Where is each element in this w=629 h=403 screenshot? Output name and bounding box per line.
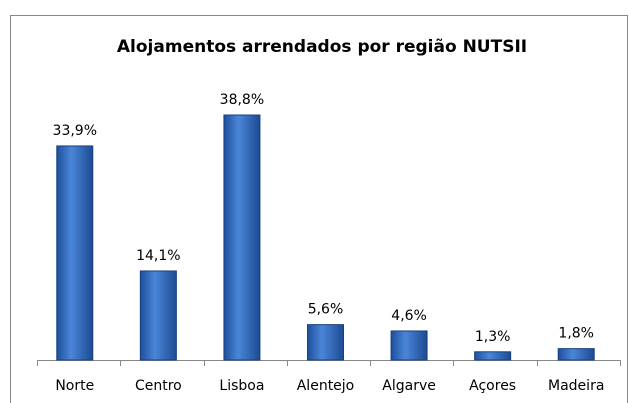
- x-tick-label: Centro: [135, 378, 182, 394]
- x-tick-label: Alentejo: [297, 378, 355, 394]
- data-label: 33,9%: [53, 123, 97, 139]
- chart-title: Alojamentos arrendados por região NUTSII: [117, 37, 527, 57]
- bar: [390, 330, 428, 361]
- bar: [139, 270, 177, 361]
- x-tick-label: Algarve: [382, 378, 436, 394]
- data-label: 4,6%: [391, 308, 427, 324]
- bar: [56, 145, 94, 361]
- bar: [557, 348, 595, 361]
- data-label: 14,1%: [136, 248, 180, 264]
- x-tick-label: Açores: [469, 378, 516, 394]
- data-label: 1,8%: [558, 326, 594, 342]
- bar: [307, 324, 344, 361]
- bar: [223, 114, 261, 361]
- x-tick-label: Madeira: [548, 378, 604, 394]
- x-tick-label: Norte: [55, 378, 94, 394]
- bar: [474, 351, 512, 361]
- data-label: 5,6%: [308, 302, 344, 318]
- x-tick-label: Lisboa: [219, 378, 264, 394]
- data-label: 38,8%: [220, 92, 264, 108]
- data-label: 1,3%: [475, 329, 511, 345]
